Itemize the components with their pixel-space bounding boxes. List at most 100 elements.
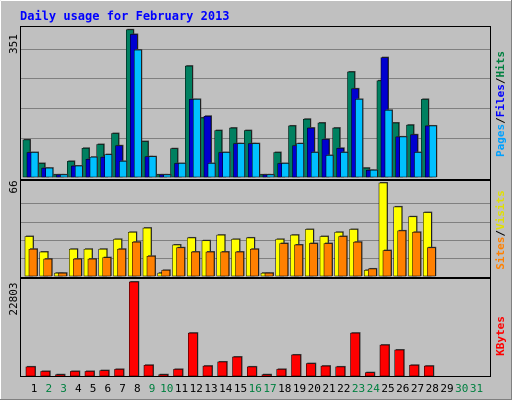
bar-sites-day-22 (338, 236, 347, 277)
bar-files-day-13 (203, 116, 212, 178)
legend-entry: Hits (494, 51, 507, 78)
bar-pages-day-26 (399, 136, 407, 178)
bar-sites-day-21 (323, 243, 333, 277)
bar-sites-day-5 (87, 258, 97, 277)
legend-entry: Files (494, 84, 507, 117)
x-tick-label: 21 (322, 382, 335, 395)
bar-kbytes-day-23 (350, 332, 360, 377)
bar-kbytes-day-18 (276, 369, 286, 377)
x-tick-label: 30 (455, 382, 468, 395)
bar-pages-day-27 (414, 152, 422, 178)
bar-sites-day-15 (235, 251, 244, 277)
bottom-ymax-label: 22803 (7, 282, 20, 315)
bar-sites-day-3 (58, 272, 67, 277)
x-tick-label: 7 (119, 382, 126, 395)
top-legend-text: Pages/Files/Hits (494, 51, 507, 157)
middle-ymax-label: 66 (7, 180, 20, 193)
bar-sites-day-27 (412, 232, 421, 277)
bar-sites-day-7 (117, 248, 126, 277)
x-tick-label: 16 (249, 382, 262, 395)
bar-kbytes-day-27 (409, 365, 419, 377)
chart-title: Daily usage for February 2013 (20, 9, 230, 23)
middle-legend-text: Sites/Visits (494, 190, 507, 270)
legend-entry: / (494, 230, 507, 237)
bar-kbytes-day-17 (261, 374, 272, 377)
x-tick-label: 5 (90, 382, 97, 395)
bar-sites-day-9 (146, 256, 156, 277)
bottom-legend-text: KBytes (494, 316, 507, 356)
top-ymax-label: 351 (7, 34, 20, 54)
bar-kbytes-day-7 (114, 369, 124, 377)
bar-pages-day-3 (60, 174, 68, 178)
bar-kbytes-day-10 (158, 374, 168, 377)
bar-kbytes-day-1 (25, 366, 36, 377)
bar-kbytes-day-2 (40, 371, 50, 377)
x-tick-label: 14 (219, 382, 233, 395)
x-tick-label: 10 (160, 382, 173, 395)
x-tick-label: 24 (367, 382, 381, 395)
bar-pages-day-6 (104, 154, 112, 178)
bar-sites-day-23 (353, 241, 362, 277)
x-tick-label: 4 (75, 382, 82, 395)
bar-kbytes-day-26 (394, 349, 404, 377)
x-tick-label: 3 (60, 382, 67, 395)
bar-kbytes-day-25 (379, 344, 390, 377)
x-tick-label: 1 (31, 382, 38, 395)
bar-sites-day-24 (368, 268, 377, 277)
x-tick-label: 20 (308, 382, 321, 395)
x-tick-label: 25 (381, 382, 394, 395)
bar-pages-day-10 (163, 174, 171, 178)
bar-kbytes-day-4 (70, 371, 80, 377)
bar-sites-day-2 (43, 258, 52, 277)
bar-sites-day-25 (382, 250, 392, 277)
bar-kbytes-day-20 (306, 363, 316, 377)
bar-pages-day-20 (311, 152, 319, 178)
bar-sites-day-1 (28, 248, 38, 277)
bar-pages-day-28 (429, 125, 437, 178)
bar-pages-day-7 (119, 161, 127, 178)
bar-pages-day-18 (281, 163, 289, 178)
bar-pages-day-13 (207, 163, 216, 178)
bar-kbytes-day-28 (424, 365, 434, 377)
x-tick-label: 6 (104, 382, 111, 395)
bar-pages-day-8 (134, 49, 142, 178)
bar-kbytes-day-13 (202, 365, 213, 377)
bar-marks (22, 28, 438, 377)
bar-kbytes-day-19 (291, 354, 301, 377)
x-tick-label: 28 (426, 382, 439, 395)
bar-kbytes-day-6 (99, 370, 109, 377)
bar-kbytes-day-11 (173, 369, 183, 377)
bar-sites-day-12 (191, 251, 200, 277)
legend-entry: / (494, 77, 507, 84)
bar-kbytes-day-3 (55, 374, 65, 377)
bar-pages-day-22 (340, 152, 348, 178)
bar-sites-day-18 (279, 243, 288, 277)
x-tick-label: 9 (149, 382, 156, 395)
bar-pages-day-24 (370, 170, 378, 178)
top-legend: Pages/Files/Hits (494, 51, 507, 157)
bar-pages-day-23 (355, 99, 363, 178)
bar-sites-day-13 (205, 251, 215, 277)
bar-pages-day-2 (45, 167, 53, 178)
bar-sites-day-20 (309, 243, 318, 277)
x-tick-label: 11 (175, 382, 188, 395)
bar-pages-day-25 (384, 110, 393, 178)
bar-kbytes-day-14 (217, 361, 227, 377)
bar-kbytes-day-8 (129, 281, 139, 377)
bar-pages-day-17 (266, 174, 275, 178)
x-tick-label: 15 (234, 382, 247, 395)
bar-sites-day-8 (132, 241, 141, 277)
bar-kbytes-day-9 (143, 365, 154, 377)
x-tick-label: 18 (278, 382, 291, 395)
x-tick-label: 22 (337, 382, 350, 395)
legend-entry: Sites (494, 237, 507, 270)
bar-sites-day-19 (294, 244, 303, 277)
bar-pages-day-21 (325, 155, 334, 178)
bar-sites-day-17 (264, 272, 274, 277)
legend-entry: KBytes (494, 316, 507, 356)
x-tick-label: 19 (293, 382, 306, 395)
bar-sites-day-6 (102, 257, 111, 277)
x-tick-label: 2 (45, 382, 52, 395)
x-tick-label: 27 (411, 382, 424, 395)
bar-kbytes-day-21 (320, 365, 331, 377)
